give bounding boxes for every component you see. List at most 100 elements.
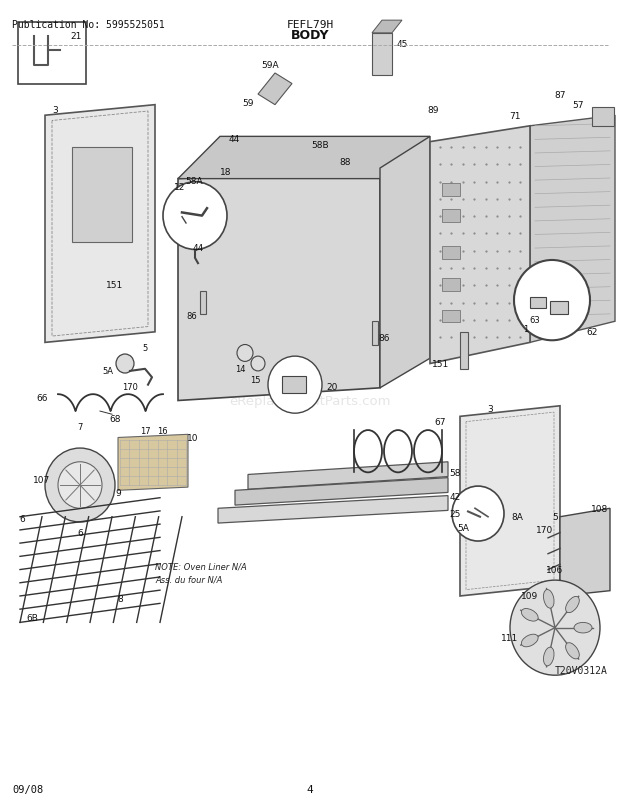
Ellipse shape	[544, 647, 554, 666]
Text: 71: 71	[509, 111, 521, 120]
Text: 4: 4	[307, 784, 313, 794]
Text: 5A: 5A	[457, 523, 469, 532]
Text: 66: 66	[36, 393, 48, 403]
Text: FEFL79H: FEFL79H	[286, 20, 334, 30]
Text: 14: 14	[235, 365, 246, 374]
Circle shape	[452, 487, 504, 541]
Text: 88: 88	[339, 158, 351, 167]
Circle shape	[514, 261, 590, 341]
Bar	[18, 23, 86, 84]
Polygon shape	[560, 508, 610, 596]
Text: 86: 86	[187, 312, 197, 321]
Text: 59A: 59A	[261, 61, 279, 70]
Text: 62: 62	[587, 328, 598, 337]
Bar	[530, 298, 546, 308]
Circle shape	[45, 448, 115, 522]
Text: Publication No: 5995525051: Publication No: 5995525051	[12, 20, 165, 30]
Bar	[200, 291, 206, 314]
Ellipse shape	[521, 634, 538, 647]
Bar	[442, 278, 460, 291]
Polygon shape	[430, 127, 530, 364]
Bar	[72, 148, 132, 243]
Text: 21: 21	[70, 32, 82, 42]
Text: 42: 42	[450, 492, 461, 501]
Text: 58B: 58B	[311, 141, 329, 150]
Text: 5: 5	[552, 512, 558, 521]
Text: 107: 107	[33, 476, 51, 484]
Bar	[442, 210, 460, 223]
Polygon shape	[372, 21, 402, 34]
Text: 57: 57	[572, 101, 584, 110]
Text: 15: 15	[250, 375, 260, 384]
Text: 8: 8	[117, 593, 123, 603]
Text: 170: 170	[122, 383, 138, 391]
Text: 12: 12	[174, 182, 185, 191]
Text: 45: 45	[396, 40, 408, 49]
Circle shape	[163, 183, 227, 250]
Text: 111: 111	[502, 633, 518, 642]
Text: 9: 9	[115, 488, 121, 497]
Circle shape	[116, 354, 134, 374]
Polygon shape	[380, 137, 430, 388]
Text: 5: 5	[143, 344, 148, 353]
Text: 108: 108	[591, 504, 609, 513]
Polygon shape	[235, 478, 448, 505]
Polygon shape	[45, 106, 155, 343]
Circle shape	[510, 581, 600, 675]
Text: 58: 58	[450, 468, 461, 477]
Text: 3: 3	[52, 107, 58, 115]
Text: 67: 67	[434, 418, 446, 427]
Bar	[442, 310, 460, 323]
Text: 17: 17	[140, 426, 150, 435]
Text: 20: 20	[326, 383, 338, 391]
Text: 6B: 6B	[26, 613, 38, 622]
Circle shape	[237, 345, 253, 362]
Bar	[442, 247, 460, 260]
Polygon shape	[530, 116, 615, 343]
Bar	[372, 34, 392, 76]
Polygon shape	[118, 435, 188, 491]
Ellipse shape	[565, 597, 579, 613]
Polygon shape	[248, 462, 448, 490]
Polygon shape	[460, 407, 560, 596]
Text: 151: 151	[432, 359, 450, 369]
Circle shape	[58, 462, 102, 508]
Text: T20V0312A: T20V0312A	[555, 666, 608, 675]
Text: 10: 10	[187, 433, 199, 443]
Text: 6: 6	[77, 529, 83, 537]
Text: 58A: 58A	[185, 177, 203, 186]
Bar	[282, 377, 306, 394]
Bar	[442, 184, 460, 196]
Text: BODY: BODY	[291, 29, 329, 42]
Text: 25: 25	[450, 509, 461, 518]
Text: 6: 6	[19, 515, 25, 524]
Text: 68: 68	[109, 415, 121, 423]
Text: 09/08: 09/08	[12, 784, 43, 794]
Circle shape	[251, 357, 265, 371]
Text: 109: 109	[521, 592, 539, 601]
Text: eReplacementParts.com: eReplacementParts.com	[229, 395, 391, 407]
Polygon shape	[178, 169, 380, 401]
Text: 63: 63	[529, 315, 541, 324]
Ellipse shape	[574, 622, 592, 633]
Text: NOTE: Oven Liner N/A
Ass. du four N/A: NOTE: Oven Liner N/A Ass. du four N/A	[155, 561, 247, 584]
Text: 1: 1	[523, 325, 529, 334]
Text: 44: 44	[228, 135, 239, 144]
Text: 5A: 5A	[102, 367, 113, 376]
Polygon shape	[258, 74, 292, 106]
Text: 3: 3	[487, 405, 493, 414]
Text: 8A: 8A	[511, 512, 523, 521]
Text: 18: 18	[220, 168, 232, 176]
Text: 44: 44	[192, 244, 203, 253]
Bar	[372, 322, 378, 345]
Text: 89: 89	[427, 107, 439, 115]
Text: 87: 87	[554, 91, 565, 99]
Text: 86: 86	[378, 333, 390, 342]
Text: 59: 59	[242, 99, 254, 108]
Polygon shape	[218, 496, 448, 524]
Polygon shape	[178, 137, 430, 180]
Bar	[550, 302, 568, 314]
Ellipse shape	[565, 643, 579, 659]
Bar	[460, 332, 468, 370]
Bar	[592, 107, 614, 127]
